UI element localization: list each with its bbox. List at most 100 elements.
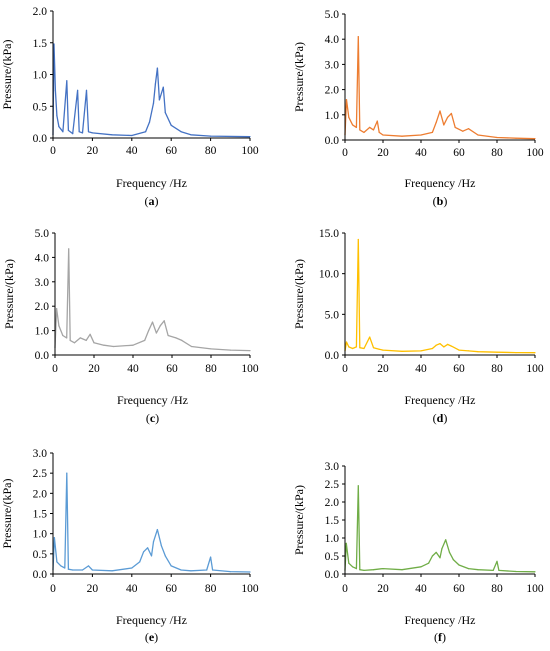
data-point	[439, 110, 441, 112]
x-axis-title: Frequency /Hz	[116, 176, 187, 190]
data-point	[435, 121, 437, 123]
y-axis-title: Pressure/(kPa)	[0, 40, 14, 110]
chart-panel-c: 0 20 40 60 80 100 0.0 1.0 2.0 3.0 4.0 5.0 Pressure/(…	[2, 228, 259, 425]
data-point	[492, 569, 494, 572]
data-point	[477, 134, 479, 136]
y-tick-label: 5.0	[325, 309, 340, 321]
panel-label: (a)	[145, 194, 159, 208]
data-point	[89, 333, 91, 335]
data-point	[515, 570, 517, 573]
data-point	[156, 67, 158, 69]
panel-letter: b	[437, 194, 444, 208]
data-point	[87, 131, 90, 133]
data-point	[515, 352, 517, 354]
data-point	[378, 348, 380, 350]
x-tick-label: 80	[205, 145, 217, 157]
data-point	[448, 551, 451, 554]
panel-letter: f	[438, 630, 443, 644]
data-point	[212, 569, 214, 571]
panel-label: (e)	[145, 630, 158, 644]
x-tick-label: 40	[415, 583, 427, 595]
y-axis-title: Pressure/(kPa)	[2, 259, 16, 329]
data-point	[467, 350, 470, 352]
x-tick-label: 20	[377, 363, 389, 375]
data-point	[441, 548, 443, 550]
data-point	[431, 347, 433, 350]
series-line-f	[344, 485, 536, 573]
data-point	[450, 345, 452, 347]
data-point	[170, 124, 172, 126]
data-point	[58, 325, 60, 327]
y-tick-label: 2.5	[325, 479, 340, 491]
data-point	[229, 571, 231, 573]
data-point	[66, 80, 68, 82]
data-point	[131, 567, 133, 569]
data-point	[401, 135, 403, 137]
data-point	[355, 126, 357, 128]
y-tick-label: 3.0	[33, 448, 48, 460]
y-tick-label: 0.0	[325, 135, 340, 147]
x-tick-label: 40	[415, 147, 427, 159]
x-tick-label: 60	[166, 363, 178, 375]
data-point	[62, 334, 64, 337]
data-point	[67, 568, 69, 570]
data-point	[372, 129, 375, 131]
data-point	[378, 131, 380, 133]
data-point	[401, 350, 403, 352]
y-tick-label: 2.5	[33, 468, 48, 480]
data-point	[151, 321, 154, 323]
x-tick-label: 60	[453, 583, 465, 595]
data-point	[467, 568, 470, 570]
data-point	[443, 124, 445, 126]
series-line-a	[52, 43, 251, 138]
y-tick-label: 2.0	[35, 301, 50, 313]
y-tick-label: 2.0	[325, 85, 340, 97]
data-point	[72, 133, 74, 135]
data-point	[348, 346, 350, 348]
y-tick-label: 5.0	[325, 9, 340, 21]
data-point	[450, 112, 452, 115]
y-tick-label: 4.0	[35, 252, 50, 264]
data-point	[64, 567, 66, 569]
x-tick-label: 0	[50, 583, 56, 595]
data-point	[206, 569, 208, 571]
x-axis-title: Frequency /Hz	[116, 613, 187, 627]
x-tick-label: 100	[241, 583, 259, 595]
x-tick-label: 0	[342, 363, 348, 375]
y-tick-label: 0.0	[325, 350, 340, 362]
data-point	[73, 342, 76, 344]
data-point	[164, 112, 166, 114]
data-point	[369, 126, 371, 128]
data-point	[85, 89, 88, 91]
x-tick-label: 60	[165, 583, 177, 595]
data-point	[147, 547, 149, 549]
y-tick-label: 3.0	[325, 461, 340, 473]
data-point	[78, 131, 80, 133]
data-point	[382, 349, 384, 351]
data-point	[372, 569, 375, 571]
x-tick-label: 0	[52, 363, 58, 375]
data-point	[435, 344, 437, 346]
series-line-d	[344, 238, 536, 354]
data-point	[345, 341, 348, 343]
data-point	[369, 336, 371, 338]
x-tick-label: 20	[87, 145, 99, 157]
data-point	[170, 565, 172, 567]
panel-letter: d	[437, 411, 444, 425]
y-tick-label: 4.0	[325, 34, 340, 46]
y-tick-label: 3.0	[35, 277, 50, 289]
data-point	[112, 345, 115, 348]
x-tick-label: 20	[377, 147, 389, 159]
data-point	[79, 337, 81, 339]
data-point	[376, 120, 378, 122]
data-point	[249, 571, 251, 573]
data-point	[163, 320, 165, 322]
data-point	[447, 116, 449, 118]
data-point	[152, 541, 155, 543]
y-tick-label: 0.5	[33, 101, 48, 113]
data-point	[180, 569, 182, 571]
data-point	[357, 485, 359, 487]
y-tick-label: 0.0	[35, 350, 50, 362]
y-tick-label: 10.0	[319, 269, 339, 281]
